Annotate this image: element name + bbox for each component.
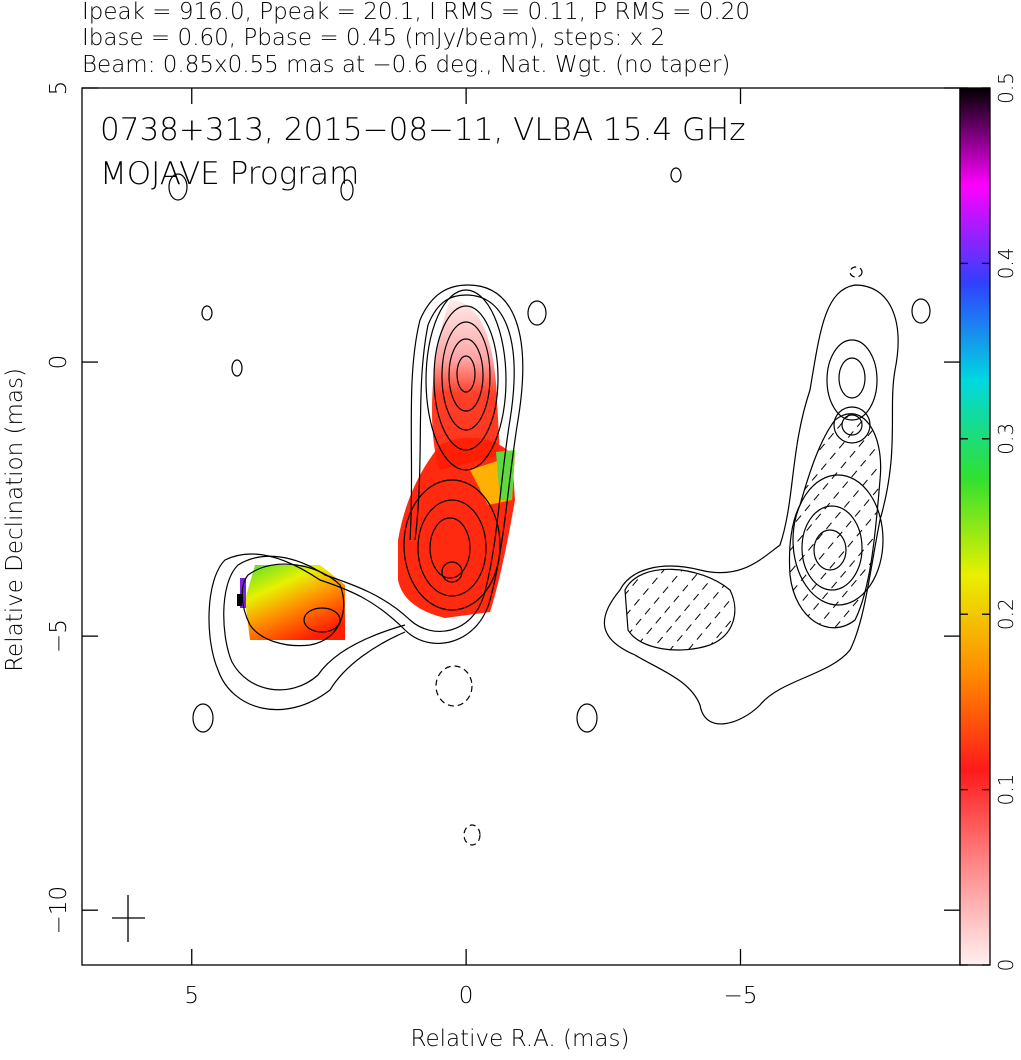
contour	[788, 413, 882, 629]
contour	[603, 284, 899, 725]
x-tick-label: 0	[459, 983, 474, 1009]
map-title: 0738+313, 2015−08−11, VLBA 15.4 GHz	[100, 112, 746, 148]
colorbar-tick-label: 0.1	[994, 774, 1018, 806]
contour	[456, 355, 476, 393]
y-tick-label: −10	[46, 886, 72, 935]
pol-patch	[237, 594, 242, 606]
contour	[241, 563, 345, 647]
contour	[838, 357, 866, 399]
contour	[826, 339, 878, 421]
map-subtitle: MOJAVE Program	[100, 156, 359, 192]
map-left	[208, 284, 524, 846]
contour	[792, 474, 884, 606]
contour	[441, 561, 463, 583]
x-tick-label: 5	[184, 983, 199, 1009]
contour	[223, 294, 515, 691]
contour	[429, 517, 471, 579]
contour	[448, 338, 484, 412]
beam	[112, 895, 145, 942]
contour	[801, 505, 863, 591]
header-line: Beam: 0.85x0.55 mas at −0.6 deg., Nat. W…	[82, 52, 730, 78]
pol-patch	[245, 565, 345, 640]
contour	[403, 479, 501, 611]
map-right	[603, 284, 899, 725]
colorbar-tick-label: 0.3	[994, 423, 1018, 455]
y-tick-label: 5	[46, 81, 72, 96]
noise-contours	[168, 167, 931, 733]
colorbar-tick-label: 0.2	[994, 598, 1018, 630]
colorbar-tick-label: 0.4	[994, 247, 1018, 279]
header-line: Ibase = 0.60, Pbase = 0.45 (mJy/beam), s…	[82, 25, 665, 51]
pol-patch	[431, 300, 500, 470]
contour	[463, 824, 481, 846]
contour	[425, 289, 507, 471]
contour	[841, 414, 863, 436]
x-tick-label: −5	[724, 983, 758, 1009]
colorbar-tick-label: 0.5	[994, 72, 1018, 104]
header-line: Ipeak = 916.0, Ppeak = 20.1, I RMS = 0.1…	[82, 0, 750, 25]
colorbar	[959, 87, 991, 966]
contour	[417, 499, 487, 597]
contour	[433, 305, 499, 451]
contour	[624, 568, 736, 651]
y-tick-label: −5	[46, 619, 72, 653]
contour	[435, 665, 473, 707]
contour	[441, 321, 491, 431]
pol-patch	[240, 578, 246, 608]
y-axis-label: Relative Declination (mas)	[2, 368, 28, 672]
contour	[813, 529, 847, 571]
x-axis-label: Relative R.A. (mas)	[411, 1026, 630, 1052]
contour	[833, 406, 871, 444]
colorbar-tick-label: 0	[994, 959, 1018, 972]
contour	[303, 607, 341, 633]
y-tick-label: 0	[46, 355, 72, 370]
